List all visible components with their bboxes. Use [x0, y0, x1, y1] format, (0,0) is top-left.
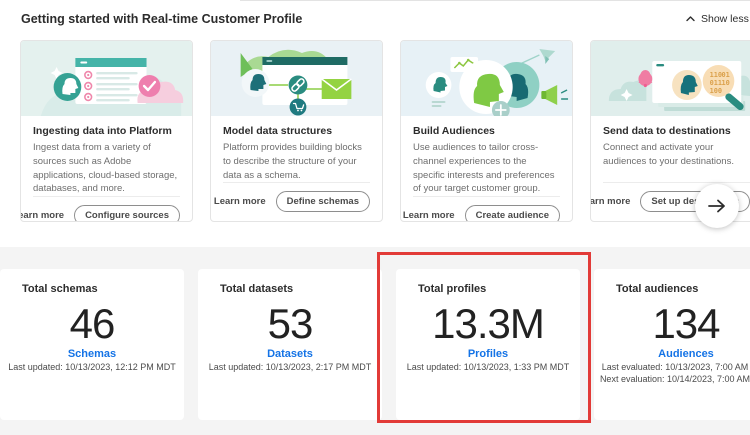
audiences-link[interactable]: Audiences [658, 348, 714, 361]
card-divider [413, 196, 560, 198]
svg-text:011: 011 [710, 79, 722, 87]
metric-value: 46 [69, 300, 116, 347]
getting-started-carousel: Ingesting data into Platform Ingest data… [20, 40, 750, 222]
metric-value: 53 [267, 300, 314, 347]
card-divider [223, 182, 370, 184]
svg-text:01: 01 [721, 71, 729, 79]
carousel-next-button[interactable] [695, 184, 739, 228]
show-less-toggle[interactable]: Show less [686, 13, 749, 25]
page-title: Getting started with Real-time Customer … [21, 12, 303, 26]
metric-timestamp: Last updated: 10/13/2023, 2:17 PM MDT [208, 362, 372, 373]
metric-label: Total audiences [616, 283, 699, 295]
card-build-audiences: Build Audiences Use audiences to tailor … [400, 40, 573, 222]
learn-more-link[interactable]: Learn more [590, 195, 631, 207]
svg-text:100: 100 [710, 87, 722, 95]
define-schemas-button[interactable]: Define schemas [275, 190, 370, 212]
configure-sources-button[interactable]: Configure sources [74, 204, 180, 221]
audiences-illustration [401, 41, 572, 116]
card-description: Ingest data from a variety of sources su… [33, 142, 178, 195]
card-title: Send data to destinations [603, 125, 731, 137]
card-ingest-data: Ingesting data into Platform Ingest data… [20, 40, 193, 222]
create-audience-button[interactable]: Create audience [464, 204, 560, 221]
learn-more-link[interactable]: Learn more [402, 209, 455, 221]
metric-timestamp: Last updated: 10/13/2023, 12:12 PM MDT [8, 362, 176, 373]
metrics-section: Total schemas 46 Schemas Last updated: 1… [0, 247, 750, 435]
ingest-sources-illustration [21, 41, 192, 116]
metric-timestamp: Next evaluation: 10/14/2023, 7:00 AM MDT [599, 374, 750, 385]
chevron-up-icon [686, 16, 695, 22]
card-title: Model data structures [223, 125, 333, 137]
metric-timestamp: Last evaluated: 10/13/2023, 7:00 AM MDT [601, 362, 750, 373]
svg-text:110: 110 [710, 71, 722, 79]
total-audiences-card: Total audiences 134 Audiences Last evalu… [594, 269, 750, 420]
metric-label: Total schemas [22, 283, 98, 295]
top-divider [240, 0, 750, 1]
metric-value: 134 [652, 300, 720, 347]
metric-label: Total profiles [418, 283, 487, 295]
profiles-link[interactable]: Profiles [467, 348, 509, 361]
card-model-data: Model data structures Platform provides … [210, 40, 383, 222]
data-model-illustration [211, 41, 382, 116]
datasets-link[interactable]: Datasets [267, 348, 313, 361]
metric-timestamp: Last updated: 10/13/2023, 1:33 PM MDT [406, 362, 570, 373]
metric-label: Total datasets [220, 283, 294, 295]
destinations-illustration: 110 01 011 10 100 [591, 41, 750, 116]
total-datasets-card: Total datasets 53 Datasets Last updated:… [198, 269, 382, 420]
learn-more-link[interactable]: Learn more [213, 195, 266, 207]
show-less-label: Show less [701, 13, 749, 25]
card-title: Build Audiences [413, 125, 495, 137]
card-description: Use audiences to tailor cross-channel ex… [413, 142, 555, 195]
card-title: Ingesting data into Platform [33, 125, 172, 137]
learn-more-link[interactable]: Learn more [21, 209, 65, 221]
total-schemas-card: Total schemas 46 Schemas Last updated: 1… [0, 269, 184, 420]
total-profiles-card: Total profiles 13.3M Profiles Last updat… [396, 269, 580, 420]
card-description: Platform provides building blocks to des… [223, 142, 362, 181]
svg-text:10: 10 [721, 79, 729, 87]
card-divider [33, 196, 180, 198]
card-divider [603, 182, 750, 183]
metric-value: 13.3M [432, 300, 545, 347]
card-description: Connect and activate your audiences to y… [603, 142, 734, 167]
arrow-right-icon [708, 199, 726, 213]
schemas-link[interactable]: Schemas [67, 348, 117, 361]
